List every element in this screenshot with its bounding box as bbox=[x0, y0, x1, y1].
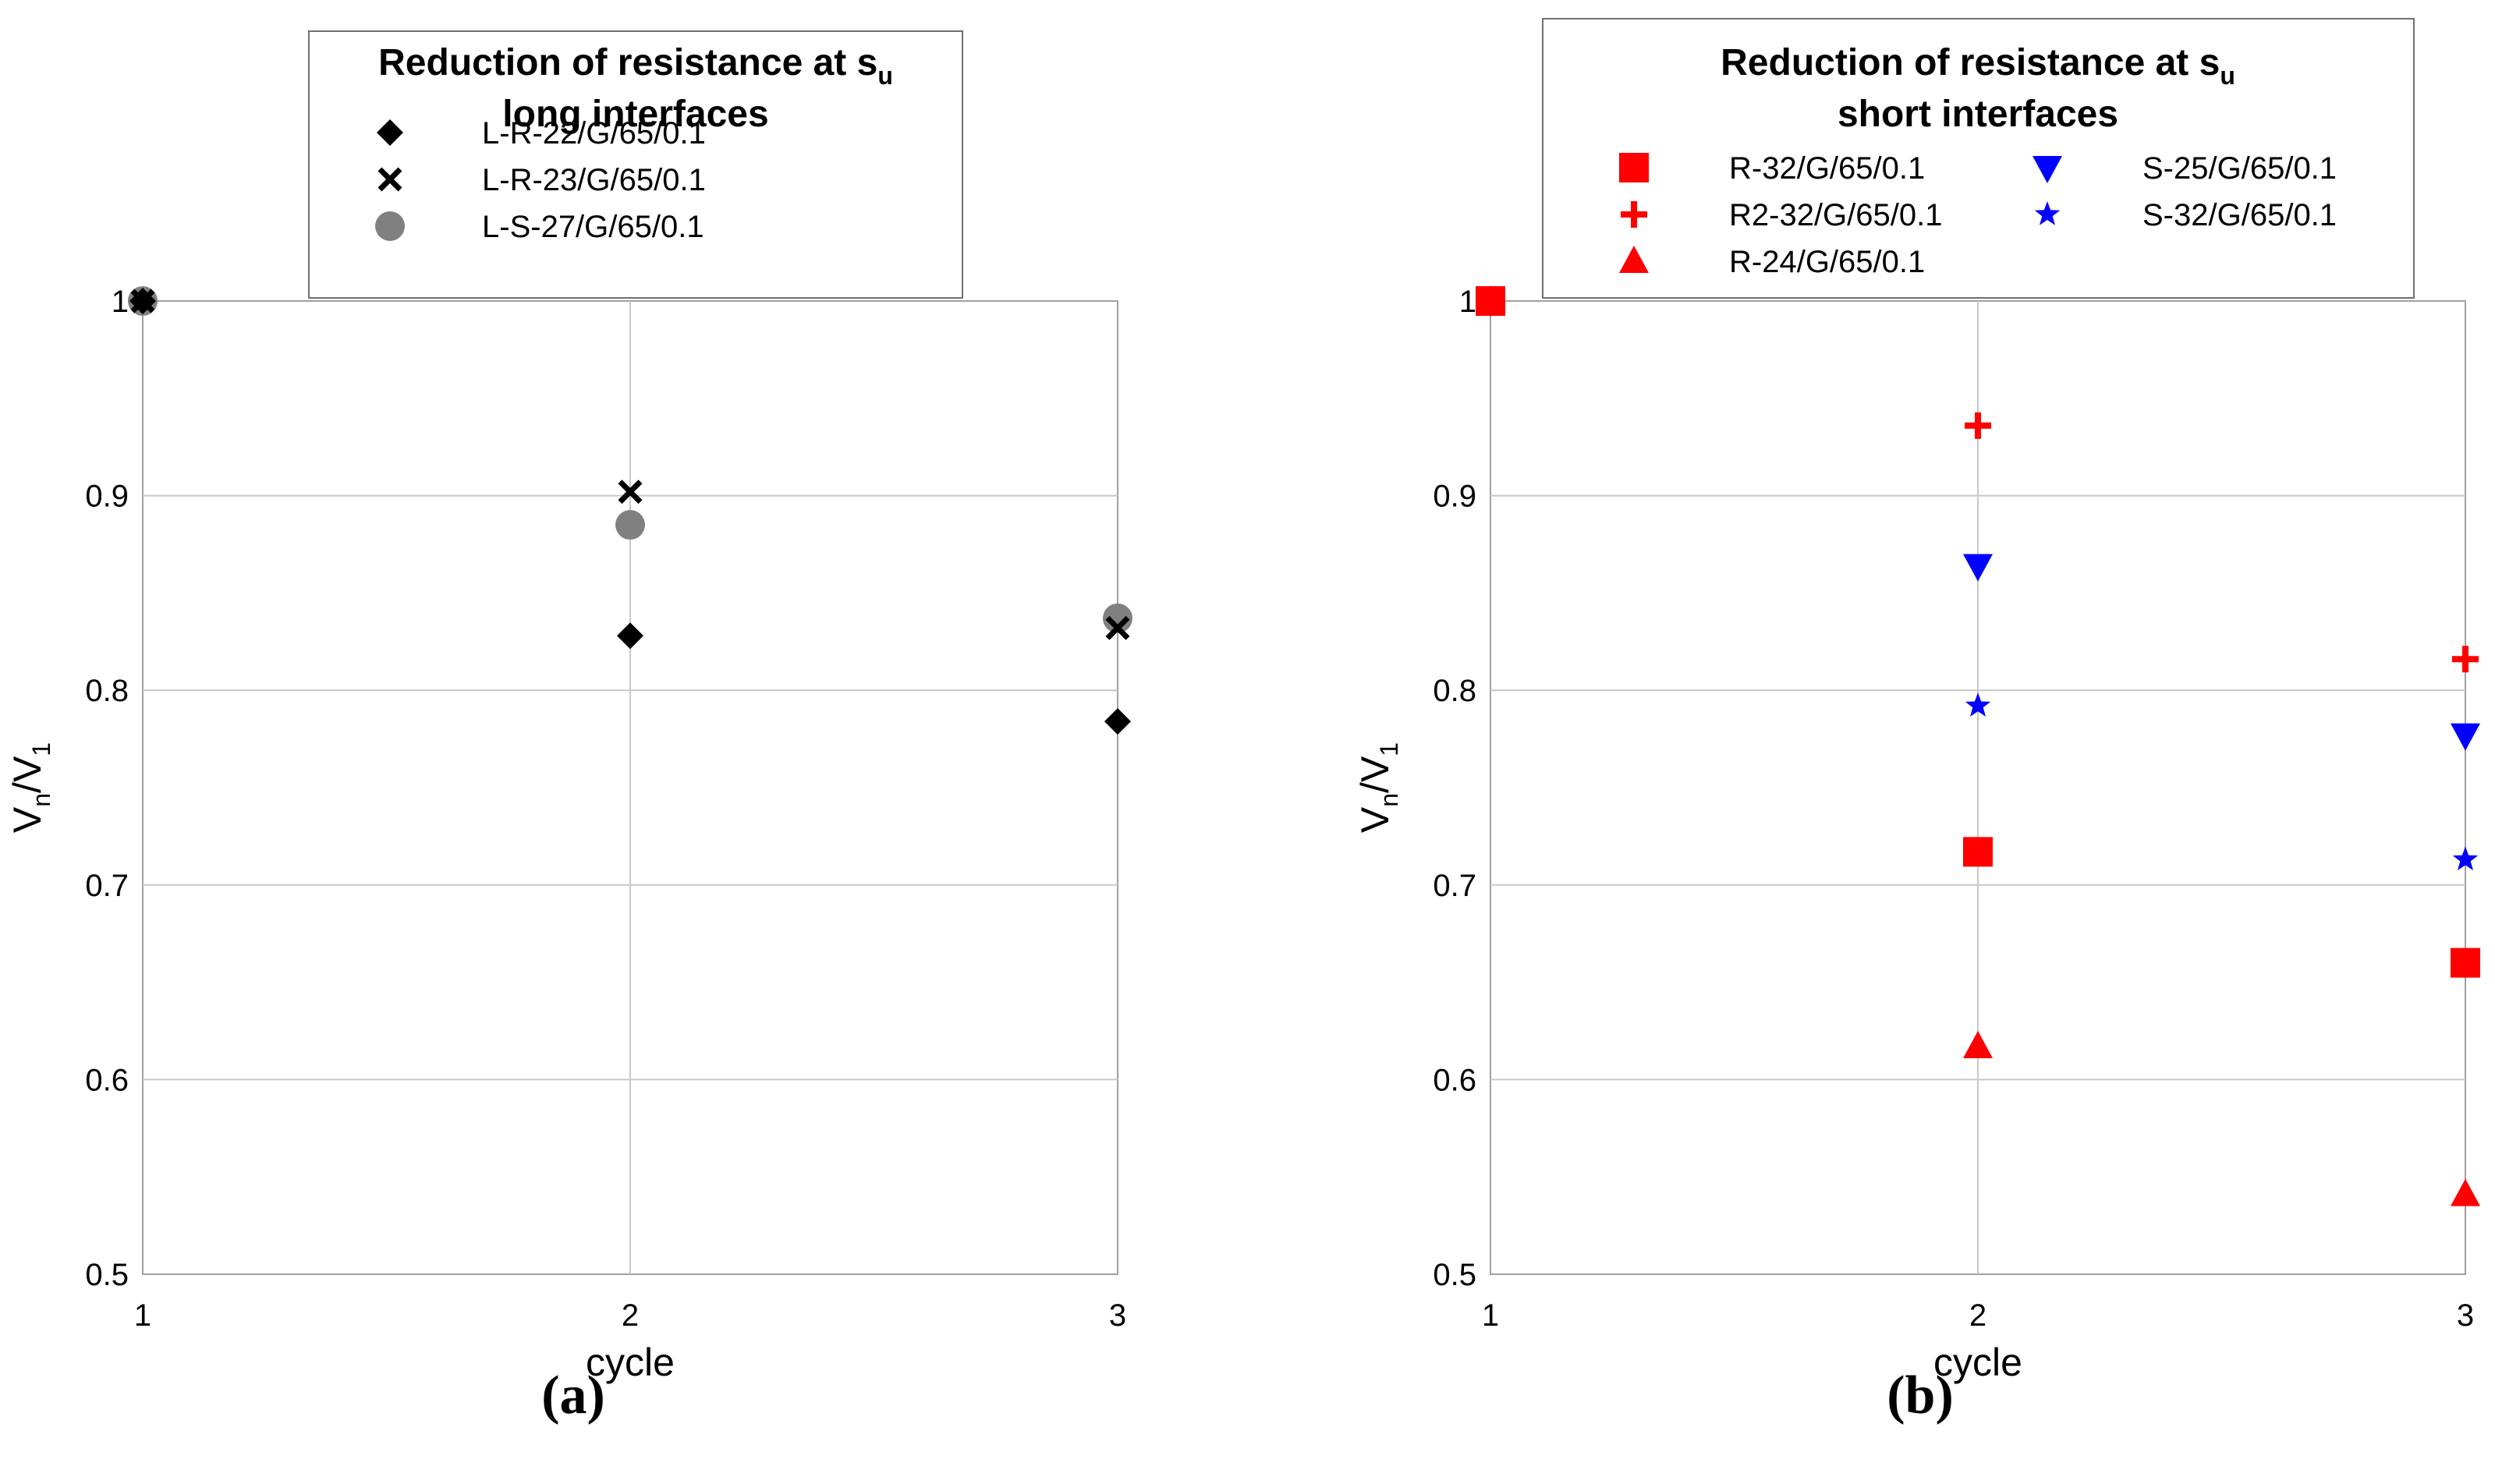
legend-label: R2-32/G/65/0.1 bbox=[1729, 198, 1943, 232]
y-tick-label: 0.9 bbox=[1433, 480, 1476, 514]
x-tick-label: 2 bbox=[1969, 1298, 1986, 1333]
legend-marker bbox=[1621, 201, 1647, 228]
x-tick-label: 1 bbox=[1482, 1298, 1499, 1333]
legend-marker bbox=[375, 211, 405, 241]
y-tick-label: 0.5 bbox=[85, 1258, 129, 1292]
data-point bbox=[129, 288, 156, 314]
data-point bbox=[1103, 603, 1132, 633]
grid-a bbox=[143, 301, 1118, 1274]
legend-item: R-32/G/65/0.1 bbox=[1619, 151, 1925, 186]
legend-item: L-R-22/G/65/0.1 bbox=[377, 116, 706, 151]
x-tick-label: 1 bbox=[134, 1298, 151, 1333]
data-point bbox=[1965, 692, 1991, 717]
legend-box-a bbox=[308, 30, 963, 299]
legend-label: L-R-23/G/65/0.1 bbox=[482, 163, 706, 197]
legend-label: L-R-22/G/65/0.1 bbox=[482, 116, 706, 151]
x-axis-label-b: cycle bbox=[1933, 1341, 2022, 1384]
legend-a: Reduction of resistance at su long inter… bbox=[308, 30, 963, 299]
x-tick-label: 3 bbox=[1109, 1298, 1126, 1333]
legend-label: R-24/G/65/0.1 bbox=[1729, 245, 1925, 279]
legend-label: S-25/G/65/0.1 bbox=[2142, 151, 2337, 186]
y-tick-labels-a: 0.5 0.6 0.7 0.8 0.9 1 bbox=[85, 285, 129, 1292]
data-point bbox=[618, 480, 643, 505]
y-tick-label: 0.8 bbox=[1433, 674, 1476, 708]
legend-marker bbox=[1619, 246, 1649, 273]
legend-item: L-S-27/G/65/0.1 bbox=[375, 210, 704, 244]
data-point bbox=[1963, 554, 1993, 582]
data-point bbox=[1963, 1030, 1993, 1058]
y-axis-label-a: Vn/V1 bbox=[5, 742, 55, 833]
legend-item: S-25/G/65/0.1 bbox=[2033, 151, 2337, 186]
data-point bbox=[1104, 708, 1131, 735]
x-tick-label: 2 bbox=[622, 1298, 639, 1333]
y-tick-label: 1 bbox=[112, 285, 129, 319]
legend-marker bbox=[2034, 201, 2061, 225]
legend-item: R2-32/G/65/0.1 bbox=[1621, 198, 1943, 232]
x-tick-label: 3 bbox=[2457, 1298, 2474, 1333]
panel-caption-b: (b) bbox=[1887, 1365, 1954, 1426]
y-tick-label: 0.9 bbox=[85, 480, 129, 514]
legend-subtitle-b: short interfaces bbox=[1838, 94, 2118, 135]
panel-b: 0.5 0.6 0.7 0.8 0.9 1 1 2 3 cycle Vn/V1 Reducti… bbox=[1353, 18, 2480, 1426]
grid-b bbox=[1490, 301, 2465, 1274]
legend-box-b bbox=[1542, 18, 2415, 299]
legend-title-a: Reduction of resistance at su bbox=[378, 42, 893, 90]
data-point bbox=[615, 510, 645, 540]
legend-marker bbox=[1619, 153, 1649, 182]
x-tick-labels-a: 1 2 3 bbox=[134, 1298, 1126, 1333]
data-point bbox=[1963, 837, 1993, 867]
legend-title-b: Reduction of resistance at su bbox=[1721, 42, 2235, 90]
legend-items-b: R-32/G/65/0.1 R2-32/G/65/0.1 R-24/G/65/0.1… bbox=[1619, 151, 2337, 279]
data-point bbox=[2452, 646, 2479, 673]
y-tick-label: 0.8 bbox=[85, 674, 129, 708]
data-point bbox=[1105, 615, 1130, 640]
x-axis-label-a: cycle bbox=[586, 1341, 675, 1384]
legend-items-a: L-R-22/G/65/0.1 L-R-23/G/65/0.1 L-S-27/G/6… bbox=[375, 116, 706, 244]
data-point bbox=[2451, 947, 2480, 978]
y-tick-labels-b: 0.5 0.6 0.7 0.8 0.9 1 bbox=[1433, 285, 1476, 1292]
legend-b: Reduction of resistance at su short inte… bbox=[1542, 18, 2415, 299]
y-axis-label-b: Vn/V1 bbox=[1353, 742, 1403, 833]
y-tick-label: 0.6 bbox=[85, 1063, 129, 1097]
panel-caption-a: (a) bbox=[541, 1365, 605, 1426]
legend-marker bbox=[377, 167, 402, 192]
legend-label: R-32/G/65/0.1 bbox=[1729, 151, 1925, 186]
y-tick-label: 0.7 bbox=[1433, 869, 1476, 903]
y-tick-label: 0.5 bbox=[1433, 1258, 1476, 1292]
data-points-b bbox=[1476, 285, 2480, 1206]
data-point bbox=[2451, 723, 2480, 751]
data-point bbox=[617, 622, 643, 650]
y-tick-label: 0.6 bbox=[1433, 1063, 1476, 1097]
data-point bbox=[1965, 412, 1991, 439]
data-points-a bbox=[128, 286, 1132, 735]
data-point bbox=[1476, 286, 1505, 316]
data-point bbox=[2452, 846, 2479, 871]
legend-marker bbox=[377, 119, 403, 146]
legend-item: L-R-23/G/65/0.1 bbox=[377, 163, 706, 197]
panel-a: 0.5 0.6 0.7 0.8 0.9 1 1 2 3 cycle Vn/V1 Reducti… bbox=[5, 30, 1132, 1426]
legend-item: R-24/G/65/0.1 bbox=[1619, 245, 1925, 279]
legend-marker bbox=[2033, 156, 2062, 183]
legend-item: S-32/G/65/0.1 bbox=[2034, 198, 2337, 232]
legend-label: L-S-27/G/65/0.1 bbox=[482, 210, 704, 244]
legend-subtitle-a: long interfaces bbox=[502, 94, 768, 135]
legend-label: S-32/G/65/0.1 bbox=[2142, 198, 2337, 232]
y-tick-label: 1 bbox=[1459, 285, 1476, 319]
x-tick-labels-b: 1 2 3 bbox=[1482, 1298, 2474, 1333]
data-point bbox=[2451, 1178, 2480, 1206]
y-tick-label: 0.7 bbox=[85, 869, 129, 903]
